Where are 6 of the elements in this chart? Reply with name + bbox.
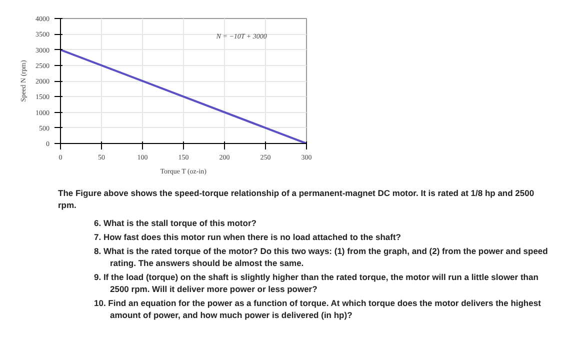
text: 8. What is the rated torque of the motor? Do this two ways: (1) from the graph, and (2) from the power and speed rating. The answers should be almost the same. xyxy=(94,245,549,269)
text: The Figure above shows the speed-torque relationship of a permanent-magnet DC motor. It is rated at 1/8 hp and 2500 rpm. xyxy=(58,187,536,211)
text: 9. If the load (torque) on the shaft is slightly higher than the rated torque, the motor will run a little slower than 2500 rpm. Will it deliver more power or less power? xyxy=(94,271,540,295)
text: 10. Find an equation for the power as a function of torque. At which torque does the motor delivers the highest amount of power, and how much power is delivered (in hp)? xyxy=(94,297,542,321)
text: 7. How fast does this motor run when there is no load attached to the shaft? xyxy=(94,231,402,243)
text: 6. What is the stall torque of this motor? xyxy=(94,217,258,229)
